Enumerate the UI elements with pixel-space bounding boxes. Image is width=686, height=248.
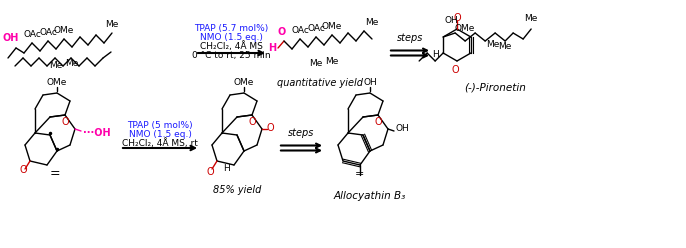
Text: OAc: OAc [39, 28, 57, 37]
Text: Me: Me [65, 59, 79, 68]
Text: O: O [374, 117, 382, 127]
Text: OAc: OAc [23, 30, 41, 39]
Text: 85% yield: 85% yield [213, 185, 261, 195]
Text: OH: OH [396, 124, 410, 133]
Text: OMe: OMe [234, 78, 255, 87]
Text: Me: Me [325, 57, 339, 66]
Text: OMe: OMe [54, 26, 74, 35]
Text: H: H [432, 50, 439, 59]
Text: O: O [19, 165, 27, 175]
Text: OAc: OAc [291, 26, 309, 35]
Text: CH₂Cl₂, 4Å MS, rt: CH₂Cl₂, 4Å MS, rt [122, 138, 198, 148]
Text: steps: steps [288, 128, 314, 138]
Text: Me: Me [525, 14, 538, 23]
Text: TPAP (5.7 mol%): TPAP (5.7 mol%) [194, 24, 268, 33]
Text: (-)-Pironetin: (-)-Pironetin [464, 83, 526, 93]
Text: =: = [49, 167, 60, 180]
Text: Me: Me [486, 40, 500, 49]
Text: OMe: OMe [322, 22, 342, 31]
Text: O: O [248, 117, 256, 127]
Text: NMO (1.5 eq.): NMO (1.5 eq.) [128, 130, 191, 139]
Text: Me: Me [49, 61, 62, 70]
Text: Me: Me [499, 42, 512, 51]
Text: Me: Me [366, 18, 379, 27]
Text: OH: OH [3, 33, 19, 43]
Text: ···OH: ···OH [83, 128, 110, 138]
Text: OMe: OMe [455, 24, 475, 33]
Text: O: O [266, 123, 274, 133]
Text: OMe: OMe [47, 78, 67, 87]
Text: O: O [451, 65, 459, 75]
Text: O: O [61, 117, 69, 127]
Text: =: = [355, 169, 365, 179]
Text: Me: Me [309, 59, 322, 68]
Text: TPAP (5 mol%): TPAP (5 mol%) [127, 121, 193, 130]
Text: O: O [206, 167, 214, 177]
Text: O: O [453, 13, 461, 23]
Text: OAc: OAc [307, 24, 325, 33]
Text: quantitative yield: quantitative yield [277, 78, 363, 88]
Text: H: H [224, 164, 230, 173]
Text: Allocyathin B₃: Allocyathin B₃ [334, 191, 406, 201]
Text: H: H [268, 43, 276, 53]
Text: Me: Me [106, 20, 119, 29]
Text: O: O [278, 27, 286, 37]
Text: 0 °C to rt, 25 min: 0 °C to rt, 25 min [191, 51, 270, 60]
Text: OH: OH [445, 16, 458, 25]
Text: steps: steps [397, 33, 423, 43]
Text: CH₂Cl₂, 4Å MS: CH₂Cl₂, 4Å MS [200, 41, 263, 51]
Text: NMO (1.5 eq.): NMO (1.5 eq.) [200, 33, 263, 42]
Text: OH: OH [363, 78, 377, 87]
